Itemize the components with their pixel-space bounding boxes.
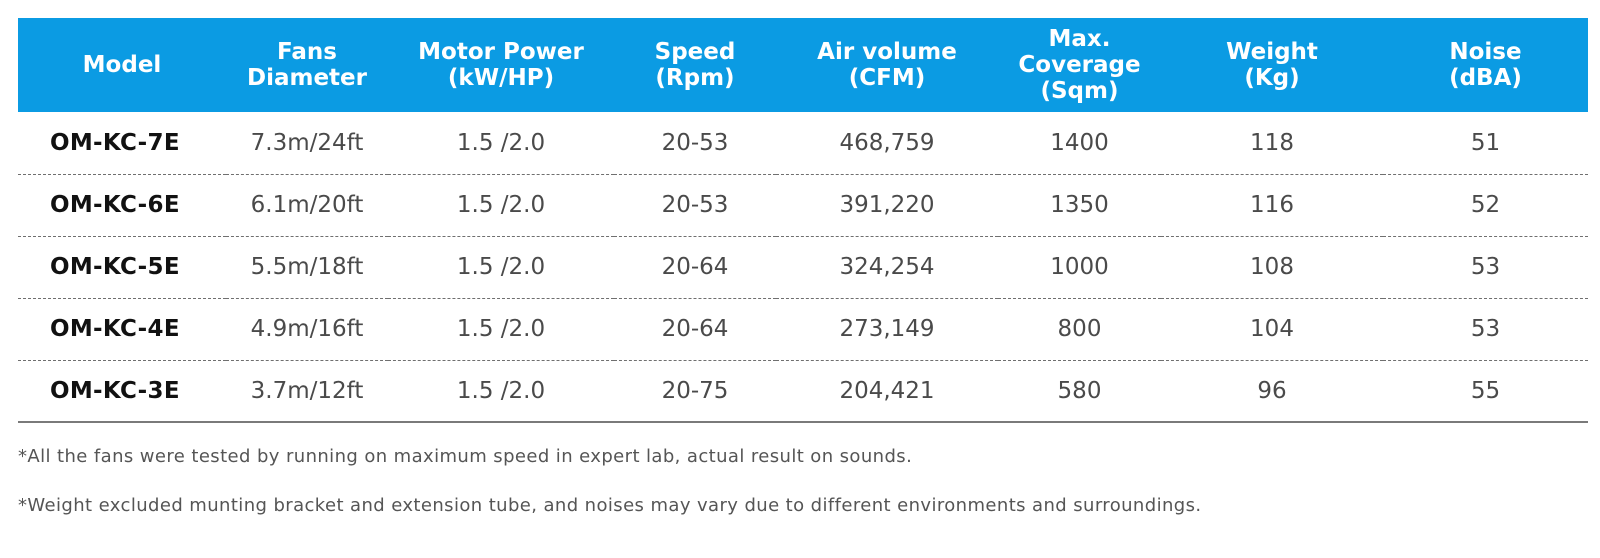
- cell-fans-diameter: 6.1m/20ft: [226, 173, 388, 236]
- cell-model: OM-KC-5E: [18, 235, 226, 298]
- cell-weight: 116: [1161, 173, 1383, 236]
- header-fans-diameter: Fans Diameter: [247, 39, 367, 91]
- cell-air-volume: 273,149: [776, 297, 998, 360]
- cell-max-coverage: 1000: [998, 235, 1161, 298]
- header-weight: Weight (Kg): [1226, 39, 1318, 91]
- cell-fans-diameter: 5.5m/18ft: [226, 235, 388, 298]
- cell-motor-power: 1.5 /2.0: [388, 235, 614, 298]
- header-speed: Speed (Rpm): [654, 39, 736, 91]
- cell-max-coverage: 800: [998, 297, 1161, 360]
- cell-noise: 55: [1383, 359, 1588, 423]
- cell-motor-power: 1.5 /2.0: [388, 359, 614, 423]
- header-row: Model Fans Diameter Motor Power (kW/HP) …: [18, 18, 1588, 112]
- cell-weight: 104: [1161, 297, 1383, 360]
- cell-noise: 53: [1383, 297, 1588, 360]
- header-noise: Noise (dBA): [1449, 39, 1522, 91]
- cell-noise: 53: [1383, 235, 1588, 298]
- header-model: Model: [82, 52, 162, 78]
- cell-model: OM-KC-3E: [18, 359, 226, 423]
- footnotes: *All the fans were tested by running on …: [18, 446, 1588, 516]
- cell-speed: 20-53: [614, 173, 776, 236]
- cell-fans-diameter: 7.3m/24ft: [250, 129, 364, 156]
- cell-max-coverage: 1400: [1050, 129, 1109, 156]
- cell-speed: 20-75: [614, 359, 776, 423]
- cell-air-volume: 324,254: [776, 235, 998, 298]
- cell-air-volume: 204,421: [776, 359, 998, 423]
- header-air-volume: Air volume (CFM): [817, 39, 957, 91]
- header-max-coverage: Max. Coverage (Sqm): [1018, 26, 1141, 104]
- cell-noise: 52: [1383, 173, 1588, 236]
- cell-weight: 118: [1250, 129, 1294, 156]
- table-row: OM-KC-4E 4.9m/16ft 1.5 /2.0 20-64 273,14…: [18, 297, 1588, 360]
- cell-weight: 108: [1161, 235, 1383, 298]
- cell-motor-power: 1.5 /2.0: [388, 173, 614, 236]
- cell-max-coverage: 1350: [998, 173, 1161, 236]
- cell-model: OM-KC-7E: [50, 129, 180, 156]
- cell-model: OM-KC-4E: [18, 297, 226, 360]
- cell-fans-diameter: 4.9m/16ft: [226, 297, 388, 360]
- fan-spec-table: Model Fans Diameter Motor Power (kW/HP) …: [18, 18, 1588, 423]
- cell-air-volume: 391,220: [776, 173, 998, 236]
- cell-weight: 96: [1161, 359, 1383, 423]
- cell-speed: 20-64: [614, 297, 776, 360]
- cell-noise: 51: [1470, 129, 1501, 156]
- table-row: OM-KC-3E 3.7m/12ft 1.5 /2.0 20-75 204,42…: [18, 359, 1588, 423]
- table-header: Model Fans Diameter Motor Power (kW/HP) …: [18, 18, 1588, 112]
- table-row: OM-KC-7E 7.3m/24ft 1.5 /2.0 20-53 468,75…: [18, 112, 1588, 174]
- cell-motor-power: 1.5 /2.0: [456, 129, 546, 156]
- cell-fans-diameter: 3.7m/12ft: [226, 359, 388, 423]
- cell-model: OM-KC-6E: [18, 173, 226, 236]
- header-motor-power: Motor Power (kW/HP): [418, 39, 584, 91]
- footnote-testing: *All the fans were tested by running on …: [18, 446, 913, 467]
- footnote-weight: *Weight excluded munting bracket and ext…: [18, 495, 1202, 516]
- table-row: OM-KC-5E 5.5m/18ft 1.5 /2.0 20-64 324,25…: [18, 235, 1588, 298]
- cell-air-volume: 468,759: [839, 129, 935, 156]
- cell-speed: 20-53: [661, 129, 729, 156]
- table-body: OM-KC-7E 7.3m/24ft 1.5 /2.0 20-53 468,75…: [18, 112, 1588, 423]
- table-row: OM-KC-6E 6.1m/20ft 1.5 /2.0 20-53 391,22…: [18, 173, 1588, 236]
- cell-motor-power: 1.5 /2.0: [388, 297, 614, 360]
- cell-max-coverage: 580: [998, 359, 1161, 423]
- cell-speed: 20-64: [614, 235, 776, 298]
